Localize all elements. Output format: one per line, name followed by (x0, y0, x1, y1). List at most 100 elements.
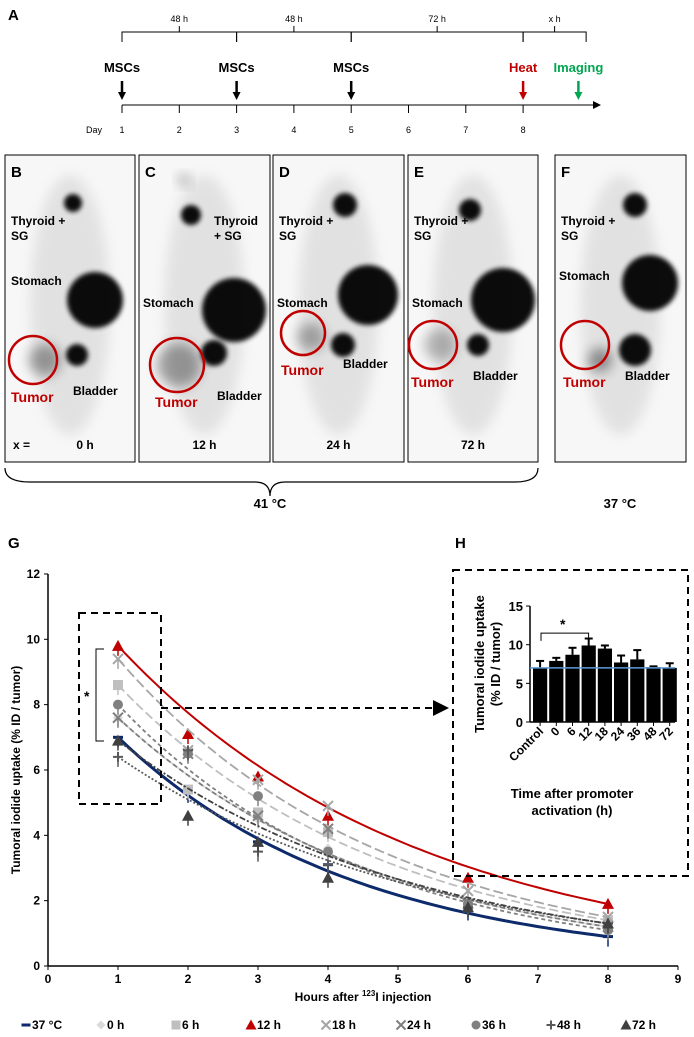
triangle-marker (112, 734, 124, 746)
uptake-blob (178, 174, 190, 186)
interval-bracket (236, 26, 352, 42)
interval-label: 48 h (171, 14, 189, 24)
scan-panel-B: B Thyroid +SG Stomach Tumor Bladder x = 0 h (4, 154, 136, 463)
x-axis-label: Hours after 123I injection (295, 989, 432, 1004)
organ-label: Bladder (473, 369, 518, 383)
x-tick-label: 8 (605, 972, 612, 986)
organ-label: SG (11, 229, 28, 243)
tumor-label: Tumor (563, 374, 606, 390)
triangle-marker (602, 917, 614, 929)
interval-bracket (522, 26, 587, 42)
x-axis-label-part: I injection (375, 990, 431, 1004)
arrow-head-icon (232, 92, 241, 100)
uptake-blob (67, 272, 123, 328)
uptake-blob (459, 199, 481, 221)
fit-curve-12h (117, 645, 609, 905)
square-marker (253, 807, 263, 818)
legend-label: 72 h (632, 1018, 656, 1032)
bar-24 (614, 662, 629, 722)
event-label: Imaging (553, 60, 603, 75)
triangle-marker (462, 871, 474, 883)
x-marker (395, 1019, 407, 1031)
square-marker (183, 784, 193, 795)
triangle-marker (602, 897, 614, 909)
day-axis-label: Day (86, 125, 103, 135)
organ-label: Thyroid + (279, 214, 333, 228)
uptake-blob (297, 323, 325, 351)
body-shadow (298, 175, 379, 435)
legend-label: 0 h (107, 1018, 124, 1032)
x-tick-label: 9 (675, 972, 682, 986)
arrow-head-icon (118, 92, 126, 100)
y-tick-label: 5 (516, 676, 523, 691)
organ-label: Stomach (277, 296, 328, 310)
organ-label: Bladder (217, 389, 262, 403)
bar-48 (646, 667, 661, 722)
circle-marker (113, 699, 123, 710)
event-label: MSCs (333, 60, 369, 75)
triangle-marker (182, 809, 194, 821)
interval-bracket (350, 26, 524, 42)
x-tick-label: 0 (45, 972, 52, 986)
panel-label: D (279, 164, 290, 181)
triangle-marker (252, 770, 264, 782)
organ-label: Stomach (11, 274, 62, 288)
x-tick-label: 1 (115, 972, 122, 986)
bar-72 (662, 667, 677, 722)
significance-asterisk: * (84, 688, 90, 704)
time-label: 0 h (76, 438, 93, 452)
time-label: 72 h (461, 438, 485, 452)
tumor-circle (7, 334, 59, 386)
uptake-blob (471, 268, 535, 332)
plus-marker (323, 859, 333, 870)
uptake-blob (181, 205, 201, 225)
temperature-label: 41 °C (254, 496, 287, 511)
y-tick-label: 0 (516, 715, 523, 730)
event-label: Heat (509, 60, 538, 75)
organ-label: Stomach (143, 296, 194, 310)
arrow-head-icon (519, 92, 528, 100)
triangle-marker (620, 1019, 632, 1030)
day-label: 7 (463, 125, 468, 135)
uptake-blob (623, 193, 647, 217)
significance-asterisk: * (560, 616, 566, 632)
y-tick-label: 15 (509, 599, 523, 614)
tumor-circle (559, 319, 611, 371)
y-tick-label: 10 (509, 638, 523, 653)
x-tick-label: 4 (325, 972, 332, 986)
fit-curve-48h (117, 756, 609, 925)
y-axis-label: (% ID / tumor) (488, 622, 503, 707)
x-tick-label: 2 (185, 972, 192, 986)
panel-label: H (455, 535, 466, 552)
uptake-blob (467, 334, 489, 356)
plus-marker (546, 1020, 556, 1030)
tumor-label: Tumor (281, 362, 324, 378)
interval-label: 48 h (285, 14, 303, 24)
x-marker (322, 800, 334, 812)
organ-label: Thyroid + (11, 214, 65, 228)
tumor-label: Tumor (411, 374, 454, 390)
event-label: MSCs (104, 60, 140, 75)
bar-18 (597, 648, 612, 722)
x-tick-label: Control (506, 724, 546, 764)
legend-label: 12 h (257, 1018, 281, 1032)
scan-panel-F: F Thyroid +SG Stomach Tumor Bladder (554, 154, 687, 463)
organ-label: Thyroid (214, 214, 258, 228)
uptake-blob (202, 278, 266, 342)
tumor-label: Tumor (155, 394, 198, 410)
x-marker (462, 885, 474, 897)
day-label: 4 (291, 125, 296, 135)
x-marker (320, 1019, 332, 1031)
uptake-blob (64, 194, 82, 212)
scan-panel-C: C Thyroid+ SG Stomach Tumor Bladder 12 h (138, 154, 271, 463)
organ-label: Bladder (73, 384, 118, 398)
panel-label: G (8, 535, 20, 552)
y-tick-label: 2 (33, 894, 40, 908)
organ-label: Stomach (559, 269, 610, 283)
day-label: 1 (119, 125, 124, 135)
x-axis-label: Time after promoter (511, 786, 634, 801)
x-marker (112, 653, 124, 665)
